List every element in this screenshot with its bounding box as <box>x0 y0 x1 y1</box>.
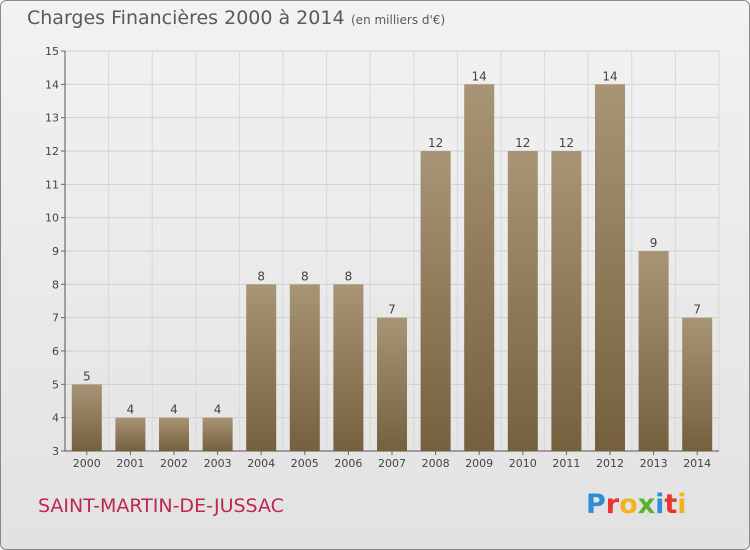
x-tick-label: 2003 <box>204 457 232 470</box>
bar-value-label: 7 <box>693 303 701 317</box>
y-tick-label: 15 <box>45 45 59 58</box>
y-tick-label: 3 <box>52 445 59 458</box>
x-tick-label: 2002 <box>160 457 188 470</box>
x-tick-label: 2008 <box>422 457 450 470</box>
chart-subtitle: (en milliers d'€) <box>351 13 446 27</box>
y-tick-label: 14 <box>45 78 59 91</box>
y-tick-label: 9 <box>52 245 59 258</box>
bar <box>246 284 277 451</box>
x-tick-label: 2010 <box>509 457 537 470</box>
chart-title: Charges Financières 2000 à 2014 <box>27 7 345 29</box>
labels: 5 2000 4 2001 4 2002 4 2003 8 2004 8 2005 8 2006 7 2007… <box>73 69 711 470</box>
x-tick-label: 2007 <box>378 457 406 470</box>
logo-letter: x <box>637 489 656 520</box>
bar <box>333 284 364 451</box>
logo-letter: r <box>605 489 620 520</box>
bar-value-label: 8 <box>257 269 265 283</box>
bar <box>71 384 102 451</box>
bar <box>551 151 582 451</box>
x-tick-label: 2013 <box>640 457 668 470</box>
bar-value-label: 12 <box>559 136 574 150</box>
logo-letter: t <box>664 489 678 520</box>
bar-value-label: 7 <box>388 303 396 317</box>
y-tick-label: 11 <box>45 178 59 191</box>
bar-value-label: 9 <box>650 236 658 250</box>
bar-value-label: 8 <box>345 269 353 283</box>
y-tick-label: 12 <box>45 145 59 158</box>
bar <box>289 284 320 451</box>
bar-value-label: 14 <box>472 69 487 83</box>
bars <box>71 84 713 451</box>
y-tick-label: 5 <box>52 378 59 391</box>
x-tick-label: 2011 <box>552 457 580 470</box>
x-tick-label: 2012 <box>596 457 624 470</box>
x-tick-label: 2000 <box>73 457 101 470</box>
bar-value-label: 12 <box>515 136 530 150</box>
bar <box>638 251 669 451</box>
x-tick-label: 2005 <box>291 457 319 470</box>
y-tick-label: 10 <box>45 212 59 225</box>
bar <box>420 151 451 451</box>
bar <box>159 417 189 451</box>
bar <box>464 84 495 451</box>
x-tick-label: 2006 <box>334 457 362 470</box>
logo-letter: i <box>677 489 687 520</box>
bar-value-label: 4 <box>127 403 135 417</box>
y-tick-label: 13 <box>45 112 59 125</box>
proxiti-logo[interactable]: Proxiti <box>586 489 687 520</box>
commune-name: SAINT-MARTIN-DE-JUSSAC <box>38 495 284 517</box>
bar <box>202 417 233 451</box>
bar-value-label: 4 <box>214 403 222 417</box>
x-tick-label: 2001 <box>116 457 144 470</box>
bar <box>595 84 625 451</box>
bar <box>682 317 713 451</box>
logo-letter: i <box>655 489 665 520</box>
x-tick-label: 2009 <box>465 457 493 470</box>
x-tick-label: 2014 <box>683 457 711 470</box>
bar-value-label: 14 <box>602 69 617 83</box>
bar-value-label: 4 <box>170 403 178 417</box>
y-tick-label: 7 <box>52 312 59 325</box>
bar-value-label: 12 <box>428 136 443 150</box>
bar <box>507 151 538 451</box>
bar <box>115 417 146 451</box>
logo-letter: o <box>619 489 638 520</box>
y-tick-label: 6 <box>52 345 59 358</box>
logo-letter: P <box>586 489 606 520</box>
y-tick-label: 4 <box>52 412 59 425</box>
bar <box>377 317 407 451</box>
bar-value-label: 8 <box>301 269 309 283</box>
y-tick-label: 8 <box>52 278 59 291</box>
x-tick-label: 2004 <box>247 457 275 470</box>
bar-value-label: 5 <box>83 369 91 383</box>
